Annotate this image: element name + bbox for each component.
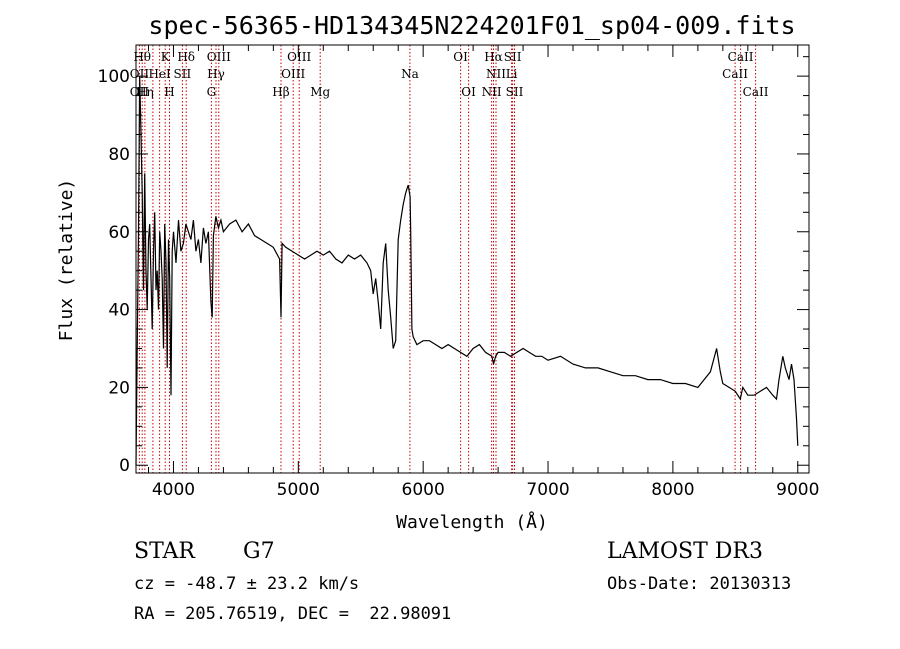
line-label-oi: OI	[453, 50, 468, 64]
line-label-oi: OI	[461, 85, 476, 99]
line-label-caii: CaII	[728, 50, 754, 64]
spectrum-line	[135, 76, 799, 466]
x-axis-ticks: 4000 5000 6000 7000 8000 9000	[147, 45, 819, 500]
line-label-nii: NII	[482, 85, 502, 99]
x-tick-label: 5000	[277, 480, 320, 500]
line-label-hδ: Hδ	[177, 50, 195, 64]
line-label-sii: SII	[506, 85, 524, 99]
line-label-hη: Hη	[136, 85, 154, 99]
x-tick-label: 8000	[651, 480, 694, 500]
line-label-hγ: Hγ	[207, 67, 225, 81]
y-tick-label: 20	[108, 378, 130, 398]
line-label-oii: OII	[130, 67, 150, 81]
y-tick-label: 0	[119, 456, 130, 476]
line-label-caii: CaII	[722, 67, 748, 81]
y-axis-ticks: 0 20 40 60 80 100	[98, 56, 809, 476]
line-label-na: Na	[401, 67, 419, 81]
x-tick-label: 9000	[776, 480, 819, 500]
line-label-oiii: OIII	[287, 50, 311, 64]
y-tick-label: 100	[98, 67, 130, 87]
plot-frame	[135, 44, 810, 474]
y-tick-label: 60	[108, 223, 130, 243]
line-label-oiii: OIII	[207, 50, 231, 64]
object-class: STAR	[134, 539, 195, 564]
x-tick-label: 6000	[402, 480, 445, 500]
line-label-oiii: OIII	[281, 67, 305, 81]
y-axis-label: Flux (relative)	[56, 179, 77, 342]
x-tick-label: 7000	[526, 480, 569, 500]
line-label-g: G	[207, 85, 217, 99]
redshift-text: cz = -48.7 ± 23.2 km/s	[134, 574, 360, 594]
coordinates: RA = 205.76519, DEC = 22.98091	[134, 604, 452, 624]
line-label-nii: NII	[486, 67, 506, 81]
chart-title: spec-56365-HD134345N224201F01_sp04-009.f…	[148, 11, 795, 40]
emission-line-markers	[138, 45, 757, 473]
line-label-hα: Hα	[484, 50, 503, 64]
line-label-hβ: Hβ	[272, 85, 289, 99]
line-label-hei: HeI	[148, 67, 171, 81]
obs-date: Obs-Date: 20130313	[607, 574, 792, 594]
line-label-caii: CaII	[743, 85, 769, 99]
object-subclass: G7	[243, 539, 275, 564]
line-label-li: Li	[506, 67, 518, 81]
line-label-sii: SII	[174, 67, 192, 81]
line-label-h: H	[164, 85, 174, 99]
x-axis-label: Wavelength (Å)	[396, 511, 548, 533]
x-tick-label: 4000	[152, 480, 195, 500]
line-label-mg: Mg	[310, 85, 330, 99]
y-tick-label: 40	[108, 301, 130, 321]
y-tick-label: 80	[108, 145, 130, 165]
line-label-k: K	[161, 50, 171, 64]
survey-release: LAMOST DR3	[607, 539, 763, 564]
line-label-sii: SII	[504, 50, 522, 64]
line-label-hθ: Hθ	[133, 50, 151, 64]
